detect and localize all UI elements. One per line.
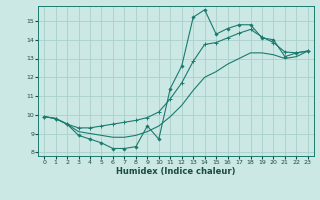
X-axis label: Humidex (Indice chaleur): Humidex (Indice chaleur) bbox=[116, 167, 236, 176]
